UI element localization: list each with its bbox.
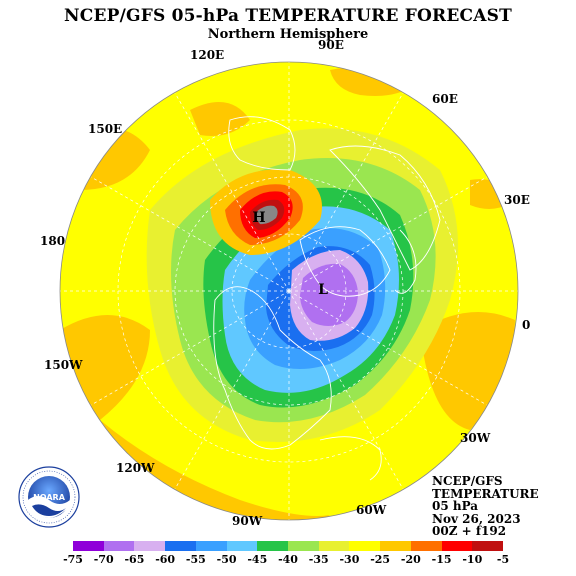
temperature-field	[60, 62, 518, 520]
legend-swatch	[257, 541, 288, 551]
legend-swatch	[472, 541, 503, 551]
lon-label-0: 0	[522, 318, 531, 332]
legend-label: -75	[63, 553, 83, 566]
band-minus70	[300, 263, 358, 326]
legend-swatch	[134, 541, 166, 551]
warm-patch-northwest	[190, 102, 250, 136]
legend-label: -25	[370, 553, 391, 566]
lon-label-150e: 150E	[88, 122, 123, 136]
info-run: 00Z + f192	[432, 524, 507, 538]
legend-label: -30	[339, 553, 360, 566]
lon-label-90w: 90W	[232, 514, 263, 528]
hemisphere-outline	[59, 61, 519, 521]
legend-swatch	[288, 541, 319, 551]
legend-swatch	[73, 541, 104, 551]
legend-label: -15	[431, 553, 452, 566]
legend-label: -45	[247, 553, 268, 566]
noaa-logo-text: NOARA	[33, 493, 66, 502]
lon-label-120e: 120E	[190, 48, 225, 62]
chart-subtitle: Northern Hemisphere	[207, 27, 369, 42]
lon-label-150w: 150W	[44, 358, 83, 372]
forecast-info: NCEP/GFS TEMPERATURE 05 hPa Nov 26, 2023…	[432, 475, 539, 538]
legend-label: -5	[496, 553, 510, 566]
legend-label: -65	[124, 553, 145, 566]
legend-swatch	[410, 541, 442, 551]
lon-label-30e: 30E	[504, 193, 530, 207]
legend-swatch	[318, 541, 350, 551]
legend-label: -35	[308, 553, 329, 566]
high-pressure-marker: H	[252, 210, 265, 226]
legend-label: -20	[400, 553, 421, 566]
legend-swatch	[226, 541, 258, 551]
legend-swatch	[103, 541, 135, 551]
legend-swatch	[165, 541, 196, 551]
lon-label-90e: 90E	[318, 38, 344, 52]
legend-label: -70	[93, 553, 114, 566]
legend-swatch	[441, 541, 473, 551]
legend-swatch	[380, 541, 411, 551]
info-field: TEMPERATURE	[432, 486, 539, 501]
lon-label-60e: 60E	[432, 92, 458, 106]
lon-label-60w: 60W	[356, 503, 387, 517]
lon-label-180: 180	[40, 234, 66, 248]
info-model: NCEP/GFS	[432, 474, 503, 488]
lon-label-30w: 30W	[460, 431, 491, 445]
low-pressure-marker: L	[318, 282, 328, 298]
legend-label: -55	[185, 553, 206, 566]
legend-label: -40	[278, 553, 298, 566]
info-level: 05 hPa	[432, 499, 479, 513]
legend-label: -60	[155, 553, 176, 566]
legend-swatch	[349, 541, 381, 551]
legend-label: -50	[216, 553, 237, 566]
legend-label: -10	[462, 553, 483, 566]
chart-title: NCEP/GFS 05-hPa TEMPERATURE FORECAST	[64, 6, 512, 26]
noaa-logo: NOARA	[18, 466, 80, 528]
info-date: Nov 26, 2023	[432, 511, 521, 526]
band-minus5	[255, 205, 278, 225]
lon-label-120w: 120W	[116, 461, 155, 475]
legend-swatch	[195, 541, 227, 551]
coastlines	[213, 116, 441, 481]
